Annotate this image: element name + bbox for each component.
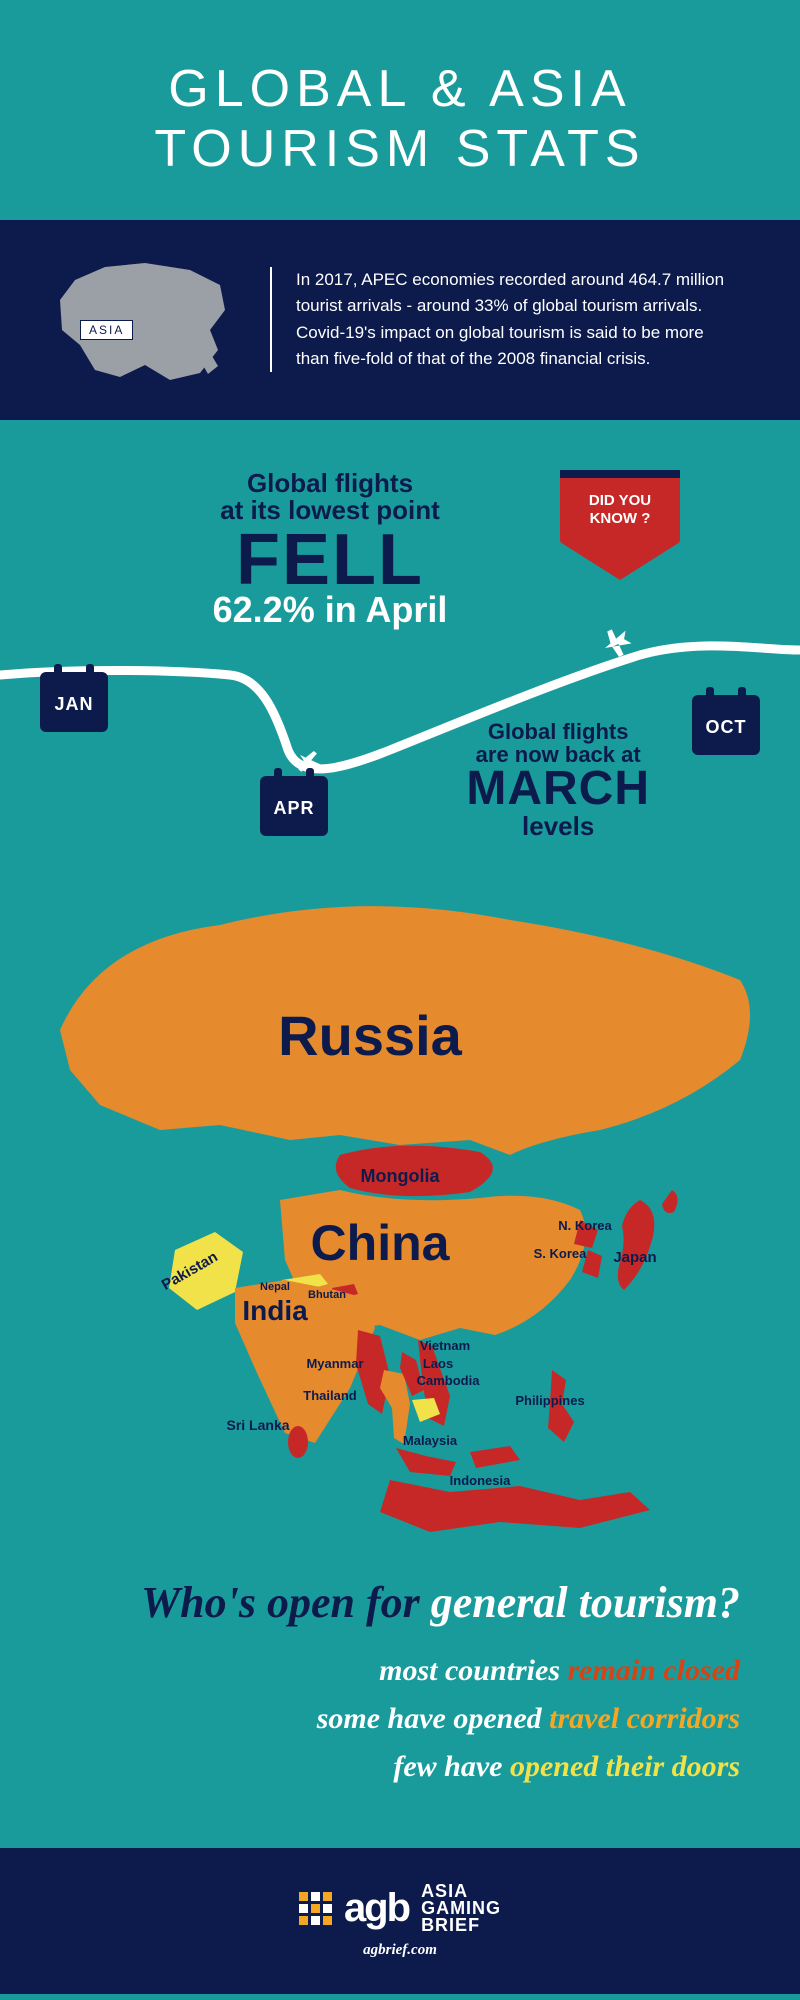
country-label-thailand: Thailand bbox=[303, 1388, 357, 1403]
cal-apr-label: APR bbox=[260, 776, 328, 819]
flights-section: Global flightsat its lowest point FELL 6… bbox=[0, 420, 800, 880]
badge-triangle-icon bbox=[560, 542, 680, 580]
calendar-jan-icon: JAN bbox=[40, 672, 108, 732]
country-label-bhutan: Bhutan bbox=[308, 1289, 346, 1301]
country-label-myanmar: Myanmar bbox=[306, 1356, 363, 1371]
logo-letters: agb bbox=[344, 1886, 409, 1931]
infographic-root: GLOBAL & ASIA TOURISM STATS ASIA In 2017… bbox=[0, 0, 800, 1994]
march-stat: Global flightsare now back at MARCH leve… bbox=[466, 720, 650, 843]
flight-line bbox=[0, 645, 800, 768]
country-label-nkorea: N. Korea bbox=[558, 1218, 612, 1233]
march-l1a: Global flights bbox=[488, 719, 629, 744]
intro-band: ASIA In 2017, APEC economies recorded ar… bbox=[0, 220, 800, 420]
calendar-apr-icon: APR bbox=[260, 776, 328, 836]
fell-line1a: Global flights bbox=[247, 468, 413, 498]
country-label-india: India bbox=[242, 1295, 308, 1326]
open-row: most countries remain closed bbox=[60, 1654, 740, 1688]
shape-indonesia bbox=[380, 1480, 650, 1532]
did-you-know-badge: DID YOU KNOW ? bbox=[560, 470, 680, 585]
country-label-skorea: S. Korea bbox=[534, 1246, 588, 1261]
calendar-oct-icon: OCT bbox=[692, 695, 760, 755]
country-label-china: China bbox=[311, 1215, 451, 1271]
flight-path-chart bbox=[0, 620, 800, 780]
country-label-philippines: Philippines bbox=[515, 1393, 584, 1408]
asia-status-map: RussiaChinaMongoliaIndiaPakistanNepalBhu… bbox=[0, 880, 800, 1550]
fell-word: FELL bbox=[110, 528, 550, 593]
country-label-srilanka: Sri Lanka bbox=[226, 1417, 289, 1433]
asia-silhouette-icon bbox=[50, 255, 230, 385]
country-label-malaysia: Malaysia bbox=[403, 1433, 458, 1448]
logo-bars-icon bbox=[299, 1892, 332, 1925]
intro-text: In 2017, APEC economies recorded around … bbox=[270, 267, 740, 372]
march-word: MARCH bbox=[466, 766, 650, 812]
open-row: some have opened travel corridors bbox=[60, 1702, 740, 1736]
country-label-mongolia: Mongolia bbox=[361, 1166, 441, 1186]
logo-line-3: BRIEF bbox=[421, 1917, 501, 1934]
country-label-vietnam: Vietnam bbox=[420, 1338, 470, 1353]
logo-text: ASIA GAMING BRIEF bbox=[421, 1883, 501, 1934]
open-title-b: general tourism? bbox=[431, 1578, 740, 1627]
footer: agb ASIA GAMING BRIEF agbrief.com bbox=[0, 1848, 800, 1994]
open-title-a: Who's open for bbox=[141, 1578, 420, 1627]
shape-malaysia bbox=[396, 1446, 520, 1476]
country-label-indonesia: Indonesia bbox=[450, 1473, 511, 1488]
main-title: GLOBAL & ASIA TOURISM STATS bbox=[0, 0, 800, 220]
country-label-cambodia: Cambodia bbox=[417, 1373, 481, 1388]
country-label-russia: Russia bbox=[278, 1004, 462, 1067]
country-label-nepal: Nepal bbox=[260, 1281, 290, 1293]
open-row: few have opened their doors bbox=[60, 1750, 740, 1784]
asia-map: ASIA bbox=[40, 250, 240, 390]
shape-srilanka bbox=[288, 1426, 308, 1458]
badge-text: DID YOU KNOW ? bbox=[560, 470, 680, 542]
fell-stat: Global flightsat its lowest point FELL 6… bbox=[110, 470, 550, 631]
march-l2: levels bbox=[466, 811, 650, 842]
asia-label: ASIA bbox=[80, 320, 133, 340]
logo: agb ASIA GAMING BRIEF bbox=[299, 1883, 501, 1934]
country-label-japan: Japan bbox=[613, 1249, 656, 1266]
shape-japan bbox=[618, 1190, 678, 1290]
cal-jan-label: JAN bbox=[40, 672, 108, 715]
footer-site: agbrief.com bbox=[0, 1942, 800, 1959]
whos-open-section: Who's open for general tourism? most cou… bbox=[0, 1550, 800, 1848]
country-label-laos: Laos bbox=[423, 1356, 453, 1371]
open-title: Who's open for general tourism? bbox=[60, 1580, 740, 1626]
cal-oct-label: OCT bbox=[692, 695, 760, 738]
